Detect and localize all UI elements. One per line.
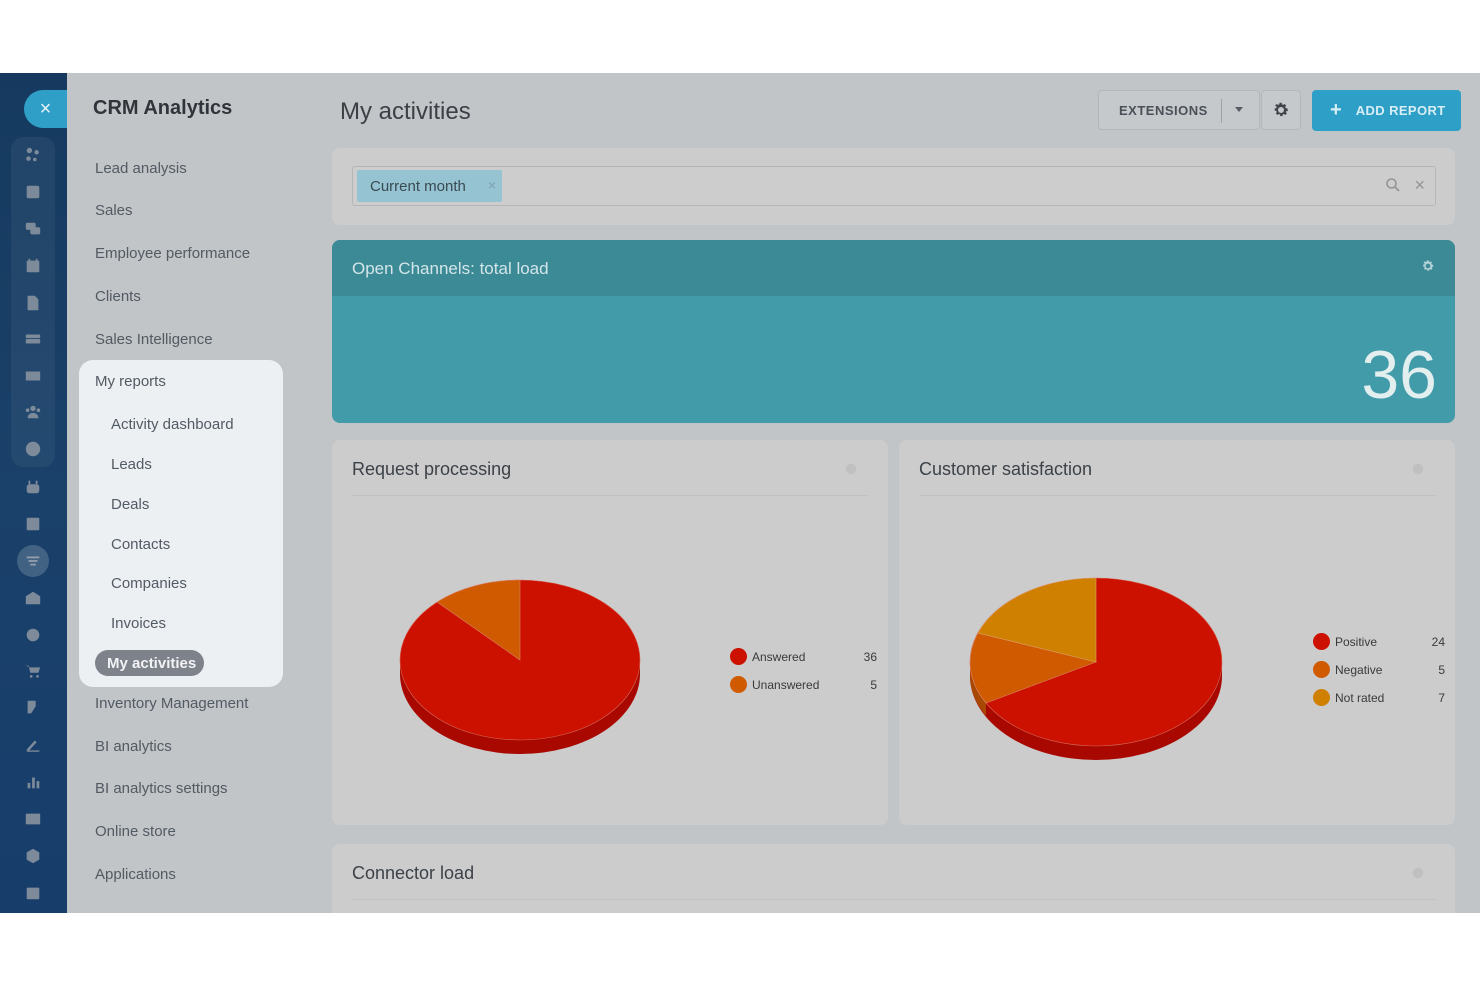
menu-item-inventory-management[interactable]: Inventory Management — [95, 695, 249, 712]
menu-item-invoices[interactable]: Invoices — [111, 615, 167, 632]
calendar-icon[interactable] — [22, 255, 44, 277]
edit-document-icon[interactable] — [22, 697, 44, 719]
menu-item-bi-analytics[interactable]: BI analytics — [95, 738, 172, 755]
close-menu-button[interactable]: × — [24, 90, 67, 128]
widget-settings-icon[interactable] — [1421, 259, 1435, 273]
close-icon: × — [39, 97, 52, 120]
add-report-label: ADD REPORT — [1355, 103, 1446, 118]
main-content: My activities EXTENSIONS + ADD REPORT Cu… — [332, 73, 1462, 913]
menu-item-companies[interactable]: Companies — [111, 575, 187, 592]
filter-card: Current month × × — [332, 148, 1455, 225]
legend-dot — [730, 648, 747, 665]
extensions-divider — [1221, 99, 1222, 123]
robot-icon[interactable] — [22, 476, 44, 498]
widget-title: Open Channels: total load — [352, 259, 549, 278]
contact-card-icon[interactable] — [22, 808, 44, 830]
app-window: × CRM Analytics Lead analysis Sales Empl… — [0, 73, 1480, 913]
chat-icon[interactable] — [22, 218, 44, 240]
box-icon[interactable] — [22, 845, 44, 867]
plus-icon: + — [1330, 99, 1342, 121]
search-icon[interactable] — [1385, 177, 1401, 193]
clear-filter-icon[interactable]: × — [1414, 175, 1425, 195]
menu-item-leads[interactable]: Leads — [111, 456, 152, 473]
widget-title: Request processing — [352, 459, 512, 479]
legend-item: Unanswered 5 — [730, 676, 877, 704]
my-reports-panel — [79, 360, 283, 687]
cart-icon[interactable] — [22, 660, 44, 682]
menu-title: CRM Analytics — [93, 97, 233, 119]
schedule-icon[interactable] — [22, 882, 44, 904]
menu-item-clients[interactable]: Clients — [95, 288, 141, 305]
filter-chip-label: Current month — [370, 177, 466, 195]
crm-analytics-menu: CRM Analytics Lead analysis Sales Employ… — [67, 73, 317, 913]
mail-icon[interactable] — [22, 365, 44, 387]
customer-satisfaction-legend: Positive 24 Negative 5 Not rated 7 — [1313, 633, 1445, 717]
menu-item-employee-performance[interactable]: Employee performance — [95, 245, 251, 262]
widget-title: Customer satisfaction — [919, 459, 1093, 479]
widget-settings-icon[interactable] — [1411, 866, 1425, 880]
gear-icon — [1274, 102, 1289, 117]
page-title: My activities — [340, 98, 471, 125]
analytics-icon[interactable] — [22, 771, 44, 793]
menu-item-deals[interactable]: Deals — [111, 496, 150, 513]
menu-item-online-store[interactable]: Online store — [95, 823, 176, 840]
menu-item-bi-analytics-settings[interactable]: BI analytics settings — [95, 780, 228, 797]
legend-item: Positive 24 — [1313, 633, 1445, 661]
legend-dot — [1313, 689, 1330, 706]
chip-remove-icon[interactable]: × — [487, 177, 496, 193]
menu-item-lead-analysis[interactable]: Lead analysis — [95, 160, 187, 177]
menu-item-contacts[interactable]: Contacts — [111, 536, 171, 553]
widget-settings-icon[interactable] — [1411, 462, 1425, 476]
menu-item-sales-intelligence[interactable]: Sales Intelligence — [95, 331, 213, 348]
request-processing-legend: Answered 36 Unanswered 5 — [730, 648, 877, 704]
request-processing-pie-chart — [399, 579, 641, 754]
tasks-icon[interactable] — [22, 513, 44, 535]
hexagon-icon[interactable] — [22, 438, 44, 460]
extensions-button[interactable]: EXTENSIONS — [1098, 90, 1260, 130]
legend-dot — [730, 676, 747, 693]
menu-item-sales[interactable]: Sales — [95, 202, 133, 219]
menu-item-applications[interactable]: Applications — [95, 866, 176, 883]
open-channels-widget: Open Channels: total load 36 — [332, 240, 1455, 423]
request-processing-widget: Request processing Answered 36 Unanswered… — [332, 440, 888, 825]
document-icon[interactable] — [22, 292, 44, 314]
legend-item: Negative 5 — [1313, 661, 1445, 689]
extensions-label: EXTENSIONS — [1119, 103, 1208, 118]
legend-dot — [1313, 661, 1330, 678]
crm-funnel-icon[interactable] — [17, 545, 49, 577]
connector-load-widget: Connector load — [332, 844, 1455, 913]
widget-divider — [352, 899, 1435, 900]
drive-icon[interactable] — [22, 328, 44, 350]
widget-value: 36 — [1361, 337, 1437, 413]
signature-icon[interactable] — [22, 734, 44, 756]
left-icon-rail: × — [0, 73, 67, 913]
widget-header: Open Channels: total load — [332, 240, 1455, 296]
add-report-button[interactable]: + ADD REPORT — [1312, 90, 1461, 131]
widget-divider — [352, 495, 868, 496]
widget-settings-icon[interactable] — [844, 462, 858, 476]
network-icon[interactable] — [22, 144, 44, 166]
filter-search-input[interactable]: Current month × × — [352, 166, 1436, 206]
feed-icon[interactable] — [22, 181, 44, 203]
warehouse-icon[interactable] — [22, 587, 44, 609]
legend-item: Not rated 7 — [1313, 689, 1445, 717]
menu-item-my-activities-active[interactable]: My activities — [95, 650, 205, 676]
widget-title: Connector load — [352, 863, 475, 883]
menu-item-my-reports[interactable]: My reports — [95, 373, 166, 390]
legend-dot — [1313, 633, 1330, 650]
widget-divider — [919, 495, 1435, 496]
target-icon[interactable] — [22, 624, 44, 646]
menu-item-activity-dashboard[interactable]: Activity dashboard — [111, 416, 234, 433]
page-settings-button[interactable] — [1261, 90, 1301, 130]
chevron-down-icon[interactable] — [1235, 107, 1243, 112]
customer-satisfaction-pie-chart — [969, 577, 1223, 760]
filter-chip-current-month[interactable]: Current month × — [357, 170, 502, 202]
customer-satisfaction-widget: Customer satisfaction Positive 24 Negativ… — [899, 440, 1455, 825]
group-icon[interactable] — [22, 401, 44, 423]
legend-item: Answered 36 — [730, 648, 877, 676]
